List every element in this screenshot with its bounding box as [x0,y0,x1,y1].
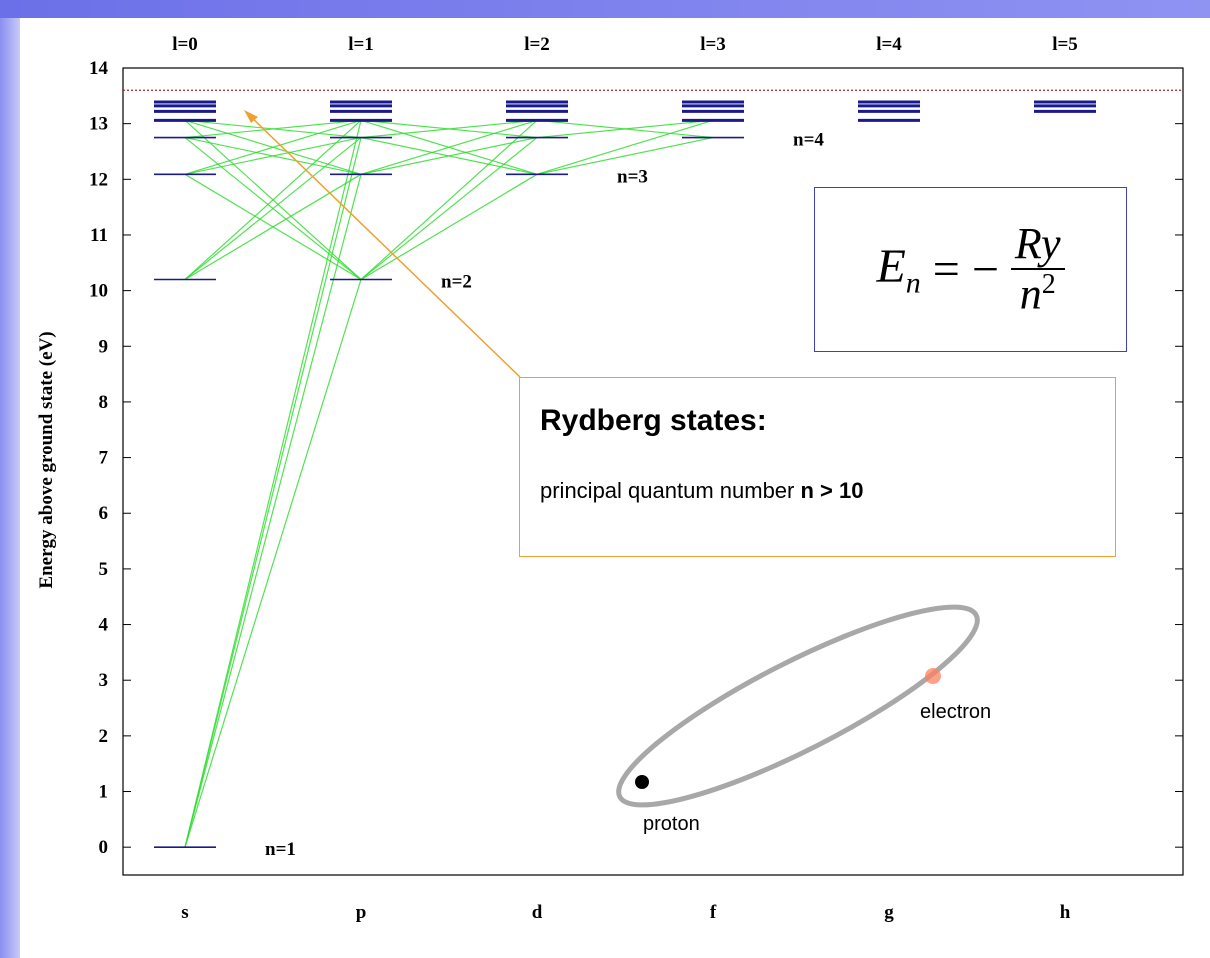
y-tick-label: 0 [99,837,109,858]
x-tick-label: d [532,902,543,923]
transition [185,279,361,847]
top-label: l=4 [876,34,902,55]
electron-dot [925,668,941,684]
x-tick-label: g [884,902,894,923]
proton-label: proton [643,813,700,835]
y-tick-label: 6 [99,503,109,524]
y-axis-label: Energy above ground state (eV) [36,331,57,588]
x-tick-label: h [1060,902,1071,923]
top-label: l=2 [524,34,550,55]
top-label: l=1 [348,34,374,55]
formula-sup: 2 [1042,269,1056,300]
level-label: n=1 [265,839,296,860]
annotation-text-wrap: principal quantum number n > 10 [540,478,1095,504]
formula-e: E [876,240,905,293]
formula-sub: n [906,266,921,299]
formula-num: Ry [1011,220,1065,270]
y-tick-label: 12 [89,169,108,190]
transition [185,120,361,847]
arrow [248,114,520,377]
y-tick-label: 5 [99,559,109,580]
level-label: n=4 [793,130,824,151]
x-tick-label: f [710,902,717,923]
transition [361,120,537,279]
transition [361,138,537,280]
slide: Energy above ground state (eV) 012345678… [0,0,1210,958]
annotation-box: Rydberg states: principal quantum number… [519,377,1116,557]
annotation-title: Rydberg states: [540,404,1095,438]
y-tick-label: 9 [99,336,109,357]
level-label: n=2 [441,271,472,292]
formula-lhs: En [876,239,920,301]
transition [361,174,537,279]
top-label: l=3 [700,34,726,55]
x-tick-label: p [356,902,367,923]
formula-den: n [1020,270,1042,319]
y-tick-label: 13 [89,114,108,135]
formula-den-wrap: n2 [1020,270,1056,319]
formula-eq: = − [933,242,999,297]
y-tick-label: 2 [99,726,109,747]
y-tick-label: 10 [89,281,108,302]
top-label: l=0 [172,34,198,55]
proton-dot [635,775,649,789]
y-tick-label: 1 [99,782,109,803]
y-tick-label: 11 [90,225,108,246]
y-tick-label: 14 [89,58,109,79]
x-tick-label: s [181,902,188,923]
electron-label: electron [920,701,991,723]
level-label: n=3 [617,166,648,187]
top-label: l=5 [1052,34,1078,55]
y-tick-label: 7 [99,448,109,469]
y-tick-label: 3 [99,670,109,691]
annotation-text: principal quantum number [540,478,800,503]
transition [185,174,361,847]
transition [185,138,361,848]
annotation-bold: n > 10 [800,478,863,503]
y-tick-label: 4 [99,615,109,636]
y-tick-label: 8 [99,392,109,413]
